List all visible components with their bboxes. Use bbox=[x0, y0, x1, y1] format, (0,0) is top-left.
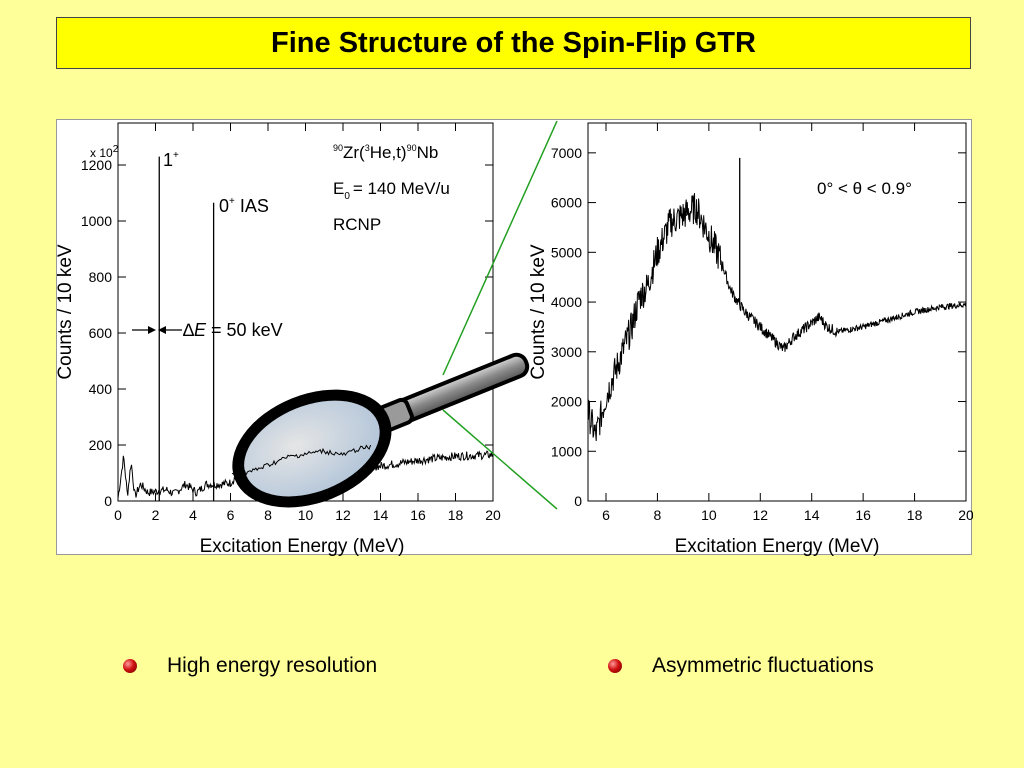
lab-label: RCNP bbox=[333, 215, 381, 234]
beam-energy-label: E0 = 140 MeV/u bbox=[333, 179, 450, 202]
left-x-tick-label: 12 bbox=[335, 507, 351, 523]
right-y-tick-label: 6000 bbox=[551, 195, 582, 211]
left-x-tick-label: 0 bbox=[114, 507, 122, 523]
left-x-tick-label: 16 bbox=[410, 507, 426, 523]
figure-svg: 0 2 4 6 8 10 12 14 16 18 20 020040060080010001200 … bbox=[55, 120, 974, 557]
right-y-ticks: 0 1000 2000 3000 4000 5000 6000 7000 bbox=[551, 145, 966, 509]
left-y-tick-label: 1200 bbox=[81, 157, 112, 173]
right-x-ticks: 6 8 10 12 14 16 18 20 bbox=[602, 123, 974, 523]
peak-1plus-label: 1+ bbox=[163, 150, 179, 170]
zoom-line-top bbox=[442, 120, 558, 376]
magnified-spectrum-curve bbox=[231, 444, 372, 477]
zoom-line-bottom bbox=[442, 409, 558, 510]
right-x-tick-label: 10 bbox=[701, 507, 717, 523]
right-y-tick-label: 3000 bbox=[551, 344, 582, 360]
right-y-tick-label: 5000 bbox=[551, 244, 582, 260]
left-chart: 0 2 4 6 8 10 12 14 16 18 20 020040060080010001200 … bbox=[55, 122, 501, 557]
right-y-tick-label: 4000 bbox=[551, 294, 582, 310]
right-plot-frame bbox=[587, 122, 967, 502]
magnifying-glass-icon bbox=[231, 352, 530, 508]
left-y-axis-label: Counts / 10 keV bbox=[57, 244, 76, 380]
bullet-text: Asymmetric fluctuations bbox=[652, 654, 874, 677]
left-x-tick-label: 2 bbox=[152, 507, 160, 523]
left-y-tick-label: 0 bbox=[104, 493, 112, 509]
bullet-dot-icon bbox=[608, 659, 622, 673]
right-y-tick-label: 7000 bbox=[551, 145, 582, 161]
reaction-label: 90Zr(3He,t)90Nb bbox=[333, 143, 438, 162]
right-x-tick-label: 14 bbox=[804, 507, 820, 523]
right-x-tick-label: 8 bbox=[654, 507, 662, 523]
left-x-tick-label: 10 bbox=[298, 507, 314, 523]
left-y-tick-label: 1000 bbox=[81, 213, 112, 229]
right-x-tick-label: 16 bbox=[855, 507, 871, 523]
magnifier-lens bbox=[244, 400, 380, 497]
left-x-tick-label: 18 bbox=[448, 507, 464, 523]
right-x-tick-label: 12 bbox=[752, 507, 768, 523]
left-y-tick-label: 200 bbox=[89, 437, 113, 453]
right-chart: 6 8 10 12 14 16 18 20 0 1000 2000 3000 4000 5000 6000… bbox=[528, 122, 974, 557]
left-y-tick-label: 800 bbox=[89, 269, 113, 285]
left-y-tick-label: 600 bbox=[89, 325, 113, 341]
right-x-axis-label: Excitation Energy (MeV) bbox=[675, 536, 880, 556]
left-x-tick-label: 20 bbox=[485, 507, 501, 523]
bullet-item-resolution: High energy resolution bbox=[123, 654, 377, 678]
left-x-tick-label: 4 bbox=[189, 507, 197, 523]
left-x-ticks: 0 2 4 6 8 10 12 14 16 18 20 bbox=[114, 123, 501, 523]
figure-panel: 0 2 4 6 8 10 12 14 16 18 20 0 200 400 600 800 1000 1200 … bbox=[55, 119, 974, 557]
right-spectrum-curve bbox=[587, 193, 967, 442]
left-y-ticks: 0 200 400 600 800 1000 1200 bbox=[81, 157, 493, 509]
left-peaks bbox=[158, 156, 215, 501]
resolution-arrowhead-left bbox=[148, 326, 156, 334]
right-x-tick-label: 18 bbox=[907, 507, 923, 523]
title-box: Fine Structure of the Spin-Flip GTR bbox=[56, 17, 971, 69]
left-x-tick-label: 8 bbox=[264, 507, 272, 523]
left-x-axis-label: Excitation Energy (MeV) bbox=[200, 536, 405, 556]
bullet-text: High energy resolution bbox=[167, 654, 378, 677]
right-y-tick-label: 2000 bbox=[551, 394, 582, 410]
resolution-arrowhead-right bbox=[158, 326, 166, 334]
left-x-tick-label: 6 bbox=[227, 507, 235, 523]
peak-ias-label: 0+ IAS bbox=[219, 196, 269, 216]
left-x-tick-label: 14 bbox=[373, 507, 389, 523]
bullet-dot-icon bbox=[123, 659, 137, 673]
right-y-tick-label: 1000 bbox=[551, 443, 582, 459]
page-title: Fine Structure of the Spin-Flip GTR bbox=[271, 26, 756, 59]
right-y-axis-label: Counts / 10 keV bbox=[528, 244, 549, 380]
right-x-tick-label: 20 bbox=[958, 507, 973, 523]
resolution-label: ∆E = 50 keV bbox=[183, 320, 283, 340]
left-y-tick-label: 400 bbox=[89, 381, 113, 397]
angle-label: 0° < θ < 0.9° bbox=[817, 179, 912, 198]
right-y-tick-label: 0 bbox=[574, 493, 582, 509]
right-x-tick-label: 6 bbox=[602, 507, 610, 523]
bullet-item-fluctuations: Asymmetric fluctuations bbox=[608, 654, 874, 678]
left-multiplier: x 102 bbox=[90, 144, 119, 160]
